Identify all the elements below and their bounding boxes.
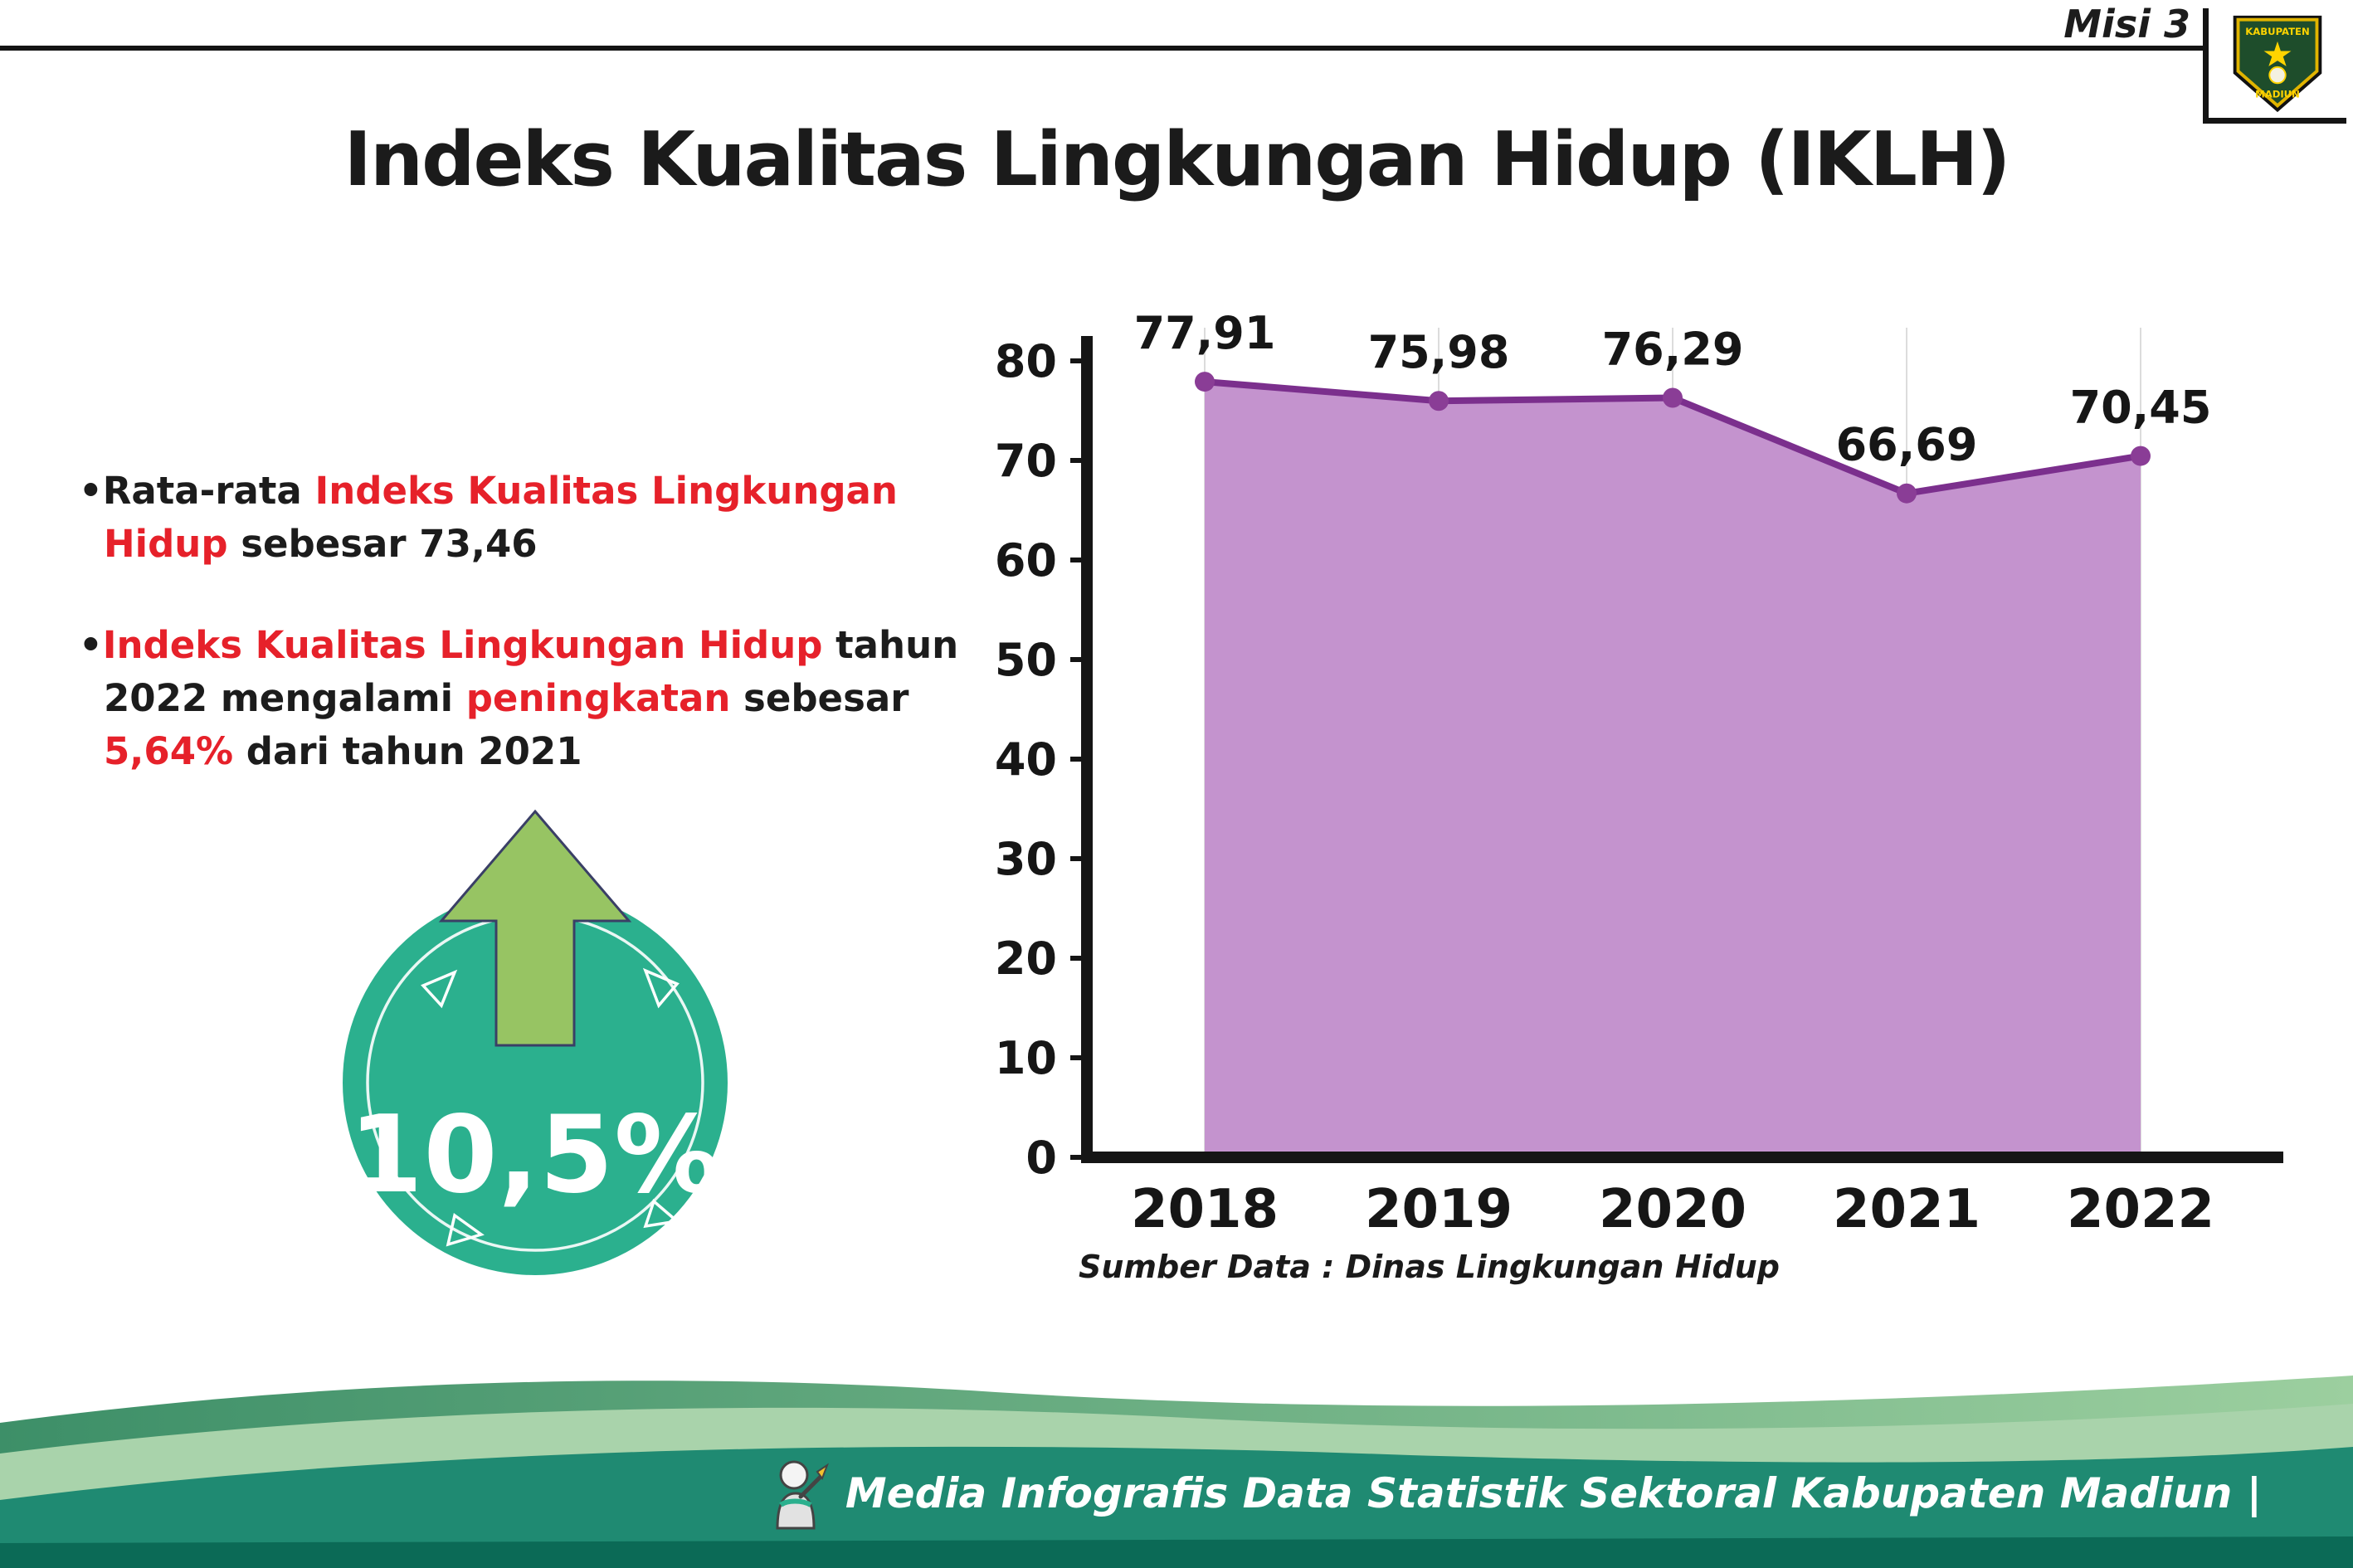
svg-text:77,91: 77,91: [1134, 307, 1276, 359]
wave-graphic: [0, 1376, 2353, 1568]
logo-top-text: KABUPATEN: [2245, 26, 2309, 37]
page-title: Indeks Kualitas Lingkungan Hidup (IKLH): [343, 116, 2011, 203]
iklh-chart: 0 10 20 30 40 50 60 70 80 2018 2019 2020 2021 2022 77,…: [979, 290, 2323, 1336]
footer-credit-text: Media Infografis Data Statistik Sektoral…: [845, 1469, 2262, 1517]
bullet2-text-3: dari tahun 2021: [233, 728, 582, 773]
bullet-item-increase: •Indeks Kualitas Lingkungan Hidup tahun …: [79, 619, 971, 778]
svg-text:2020: 2020: [1599, 1179, 1746, 1240]
svg-text:20: 20: [995, 933, 1057, 985]
bullet2-text-highlight-2: peningkatan: [465, 675, 731, 720]
svg-text:2022: 2022: [2067, 1179, 2214, 1240]
bullet1-text-highlight: Indeks Kualitas Lingkungan Hidup: [104, 469, 898, 566]
svg-text:30: 30: [995, 833, 1057, 885]
svg-text:2021: 2021: [1833, 1179, 1980, 1240]
badge-graphic: [343, 809, 728, 1275]
svg-text:10: 10: [995, 1032, 1057, 1084]
header-rule: [0, 46, 2203, 51]
svg-text:70,45: 70,45: [2070, 382, 2212, 434]
bullet-item-average: •Rata-rata Indeks Kualitas Lingkungan Hi…: [79, 465, 971, 571]
logo-bottom-text: MADIUN: [2255, 89, 2300, 100]
bullet2-text-highlight-1: Indeks Kualitas Lingkungan Hidup: [102, 622, 823, 667]
svg-text:60: 60: [995, 534, 1057, 587]
bullet-marker: •: [79, 469, 103, 513]
svg-text:76,29: 76,29: [1602, 324, 1744, 376]
svg-text:0: 0: [1025, 1132, 1057, 1184]
footer-credit: Media Infografis Data Statistik Sektoral…: [764, 1457, 2262, 1530]
bullet1-text-1: Rata-rata: [102, 469, 315, 513]
svg-text:50: 50: [995, 634, 1057, 686]
increase-badge: 10,5%: [299, 796, 772, 1336]
svg-text:80: 80: [995, 335, 1057, 387]
svg-text:2018: 2018: [1131, 1179, 1279, 1240]
bullet2-text-2: sebesar: [730, 675, 909, 720]
shield-icon: KABUPATEN MADIUN: [2233, 15, 2322, 113]
svg-text:75,98: 75,98: [1368, 326, 1510, 378]
bullet-marker: •: [79, 622, 103, 667]
chart-source-label: Sumber Data : Dinas Lingkungan Hidup: [1079, 1249, 1780, 1285]
bullet1-text-2: sebesar 73,46: [227, 521, 538, 566]
svg-text:70: 70: [995, 435, 1057, 487]
mascot-icon: [776, 1460, 829, 1530]
misi-label: Misi 3: [2063, 2, 2190, 46]
bullet2-text-1: tahun 2022 mengalami: [104, 622, 959, 720]
bullet2-text-highlight-3: 5,64%: [104, 728, 234, 773]
kabupaten-madiun-logo: KABUPATEN MADIUN: [2203, 8, 2346, 124]
badge-circle: [343, 890, 728, 1275]
svg-text:66,69: 66,69: [1836, 419, 1978, 471]
bullet-list: •Rata-rata Indeks Kualitas Lingkungan Hi…: [79, 465, 971, 825]
svg-text:2019: 2019: [1365, 1179, 1513, 1240]
chart-svg: 0 10 20 30 40 50 60 70 80 2018 2019 2020 2021 2022 77,…: [995, 307, 2283, 1240]
up-arrow-icon: [438, 809, 632, 1047]
footer-wave: Media Infografis Data Statistik Sektoral…: [0, 1344, 2353, 1568]
badge-value: 10,5%: [348, 1093, 722, 1217]
svg-text:40: 40: [995, 733, 1057, 786]
